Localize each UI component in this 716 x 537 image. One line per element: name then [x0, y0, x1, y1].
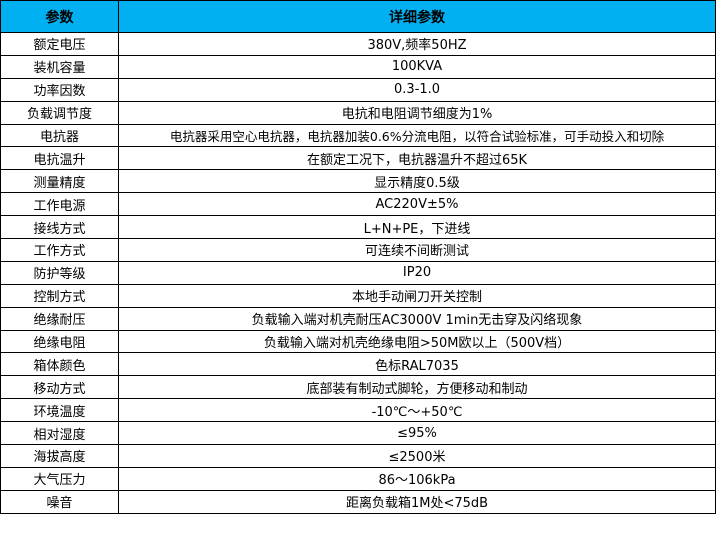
table-row: 负载调节度 电抗和电阻调节细度为1% — [0, 100, 716, 125]
cell-param: 装机容量 — [0, 54, 119, 79]
cell-detail: 电抗和电阻调节细度为1% — [118, 100, 716, 125]
cell-detail: 100KVA — [118, 54, 716, 79]
table-body: 额定电压 380V,频率50HZ 装机容量 100KVA 功率因数 0.3-1.0 负载调节… — [0, 32, 716, 514]
cell-param: 大气压力 — [0, 466, 119, 491]
table-row: 大气压力 86～106kPa — [0, 466, 716, 491]
header-param: 参数 — [0, 0, 119, 33]
cell-detail: -10℃～+50℃ — [118, 398, 716, 423]
table-row: 绝缘电阻 负载输入端对机壳绝缘电阻>50M欧以上（500V档） — [0, 329, 716, 354]
cell-param: 控制方式 — [0, 283, 119, 308]
cell-detail: 86～106kPa — [118, 466, 716, 491]
table-row: 工作方式 可连续不间断测试 — [0, 238, 716, 262]
cell-param: 相对湿度 — [0, 421, 119, 446]
cell-param: 额定电压 — [0, 32, 119, 56]
cell-detail: ≤2500米 — [118, 444, 716, 468]
cell-param: 负载调节度 — [0, 100, 119, 125]
cell-param: 绝缘电阻 — [0, 329, 119, 354]
cell-param: 工作电源 — [0, 192, 119, 217]
cell-detail: 底部装有制动式脚轮，方便移动和制动 — [118, 375, 716, 400]
cell-detail: 电抗器采用空心电抗器，电抗器加装0.6%分流电阻，以符合试验标准，可手动投入和切… — [118, 123, 716, 148]
cell-param: 功率因数 — [0, 77, 119, 102]
cell-detail: 在额定工况下，电抗器温升不超过65K — [118, 146, 716, 171]
cell-detail: 色标RAL7035 — [118, 352, 716, 377]
table-row: 环境温度 -10℃～+50℃ — [0, 398, 716, 423]
spec-table: 参数 详细参数 额定电压 380V,频率50HZ 装机容量 100KVA 功率因数 0.3… — [0, 0, 716, 514]
cell-detail: AC220V±5% — [118, 192, 716, 217]
table-row: 接线方式 L+N+PE，下进线 — [0, 215, 716, 240]
table-row: 测量精度 显示精度0.5级 — [0, 169, 716, 194]
table-row: 额定电压 380V,频率50HZ — [0, 32, 716, 56]
cell-detail: IP20 — [118, 260, 716, 285]
table-row: 噪音 距离负载箱1M处<75dB — [0, 489, 716, 514]
table-row: 相对湿度 ≤95% — [0, 421, 716, 446]
cell-detail: ≤95% — [118, 421, 716, 446]
cell-param: 环境温度 — [0, 398, 119, 423]
header-detail: 详细参数 — [118, 0, 716, 33]
cell-param: 接线方式 — [0, 215, 119, 240]
table-row: 工作电源 AC220V±5% — [0, 192, 716, 217]
cell-detail: 380V,频率50HZ — [118, 32, 716, 56]
table-row: 防护等级 IP20 — [0, 260, 716, 285]
cell-detail: 负载输入端对机壳耐压AC3000V 1min无击穿及闪络现象 — [118, 306, 716, 331]
table-row: 电抗器 电抗器采用空心电抗器，电抗器加装0.6%分流电阻，以符合试验标准，可手动投… — [0, 123, 716, 148]
header-row: 参数 详细参数 — [0, 0, 716, 33]
cell-param: 绝缘耐压 — [0, 306, 119, 331]
cell-param: 箱体颜色 — [0, 352, 119, 377]
cell-param: 工作方式 — [0, 238, 119, 262]
cell-param: 移动方式 — [0, 375, 119, 400]
table-row: 控制方式 本地手动闸刀开关控制 — [0, 283, 716, 308]
table-row: 电抗温升 在额定工况下，电抗器温升不超过65K — [0, 146, 716, 171]
cell-detail: 本地手动闸刀开关控制 — [118, 283, 716, 308]
cell-param: 防护等级 — [0, 260, 119, 285]
cell-detail: 负载输入端对机壳绝缘电阻>50M欧以上（500V档） — [118, 329, 716, 354]
cell-param: 噪音 — [0, 489, 119, 514]
table-row: 绝缘耐压 负载输入端对机壳耐压AC3000V 1min无击穿及闪络现象 — [0, 306, 716, 331]
table-row: 箱体颜色 色标RAL7035 — [0, 352, 716, 377]
cell-param: 海拔高度 — [0, 444, 119, 468]
cell-detail: 可连续不间断测试 — [118, 238, 716, 262]
table-row: 装机容量 100KVA — [0, 54, 716, 79]
cell-param: 电抗温升 — [0, 146, 119, 171]
cell-detail: 显示精度0.5级 — [118, 169, 716, 194]
cell-detail: 0.3-1.0 — [118, 77, 716, 102]
cell-param: 电抗器 — [0, 123, 119, 148]
table-row: 功率因数 0.3-1.0 — [0, 77, 716, 102]
table-row: 移动方式 底部装有制动式脚轮，方便移动和制动 — [0, 375, 716, 400]
table-row: 海拔高度 ≤2500米 — [0, 444, 716, 468]
cell-detail: L+N+PE，下进线 — [118, 215, 716, 240]
cell-param: 测量精度 — [0, 169, 119, 194]
cell-detail: 距离负载箱1M处<75dB — [118, 489, 716, 514]
